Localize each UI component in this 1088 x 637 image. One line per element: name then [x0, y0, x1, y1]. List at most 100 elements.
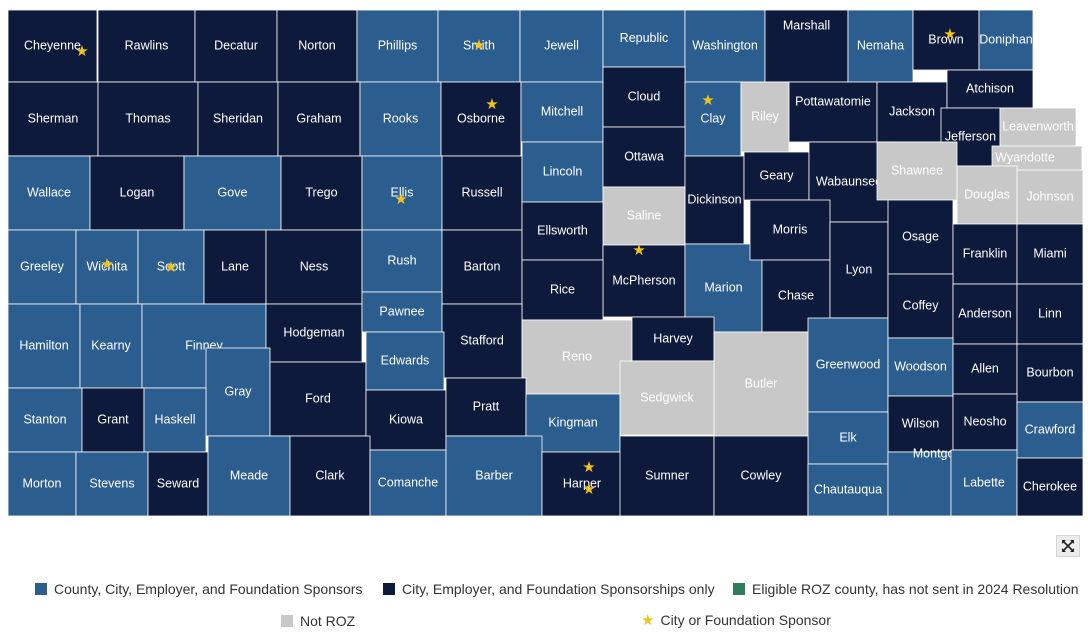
county-hodgeman[interactable]: Hodgeman — [265, 303, 363, 363]
county-shape[interactable] — [89, 155, 185, 231]
county-meade[interactable]: Meade — [207, 435, 291, 517]
county-shape[interactable] — [684, 81, 742, 157]
county-gove[interactable]: Gove — [183, 155, 282, 231]
county-shape[interactable] — [1016, 343, 1084, 403]
county-sumner[interactable]: Sumner — [619, 435, 715, 517]
county-saline[interactable]: Saline — [602, 186, 686, 246]
county-morris[interactable]: Morris — [749, 199, 831, 261]
county-shape[interactable] — [950, 449, 1018, 517]
county-kearny[interactable]: Kearny — [79, 303, 143, 389]
county-shape[interactable] — [602, 244, 686, 318]
county-anderson[interactable]: Anderson — [952, 283, 1018, 345]
county-rush[interactable]: Rush — [361, 229, 443, 293]
county-trego[interactable]: Trego — [280, 155, 363, 231]
county-shape[interactable] — [365, 331, 445, 391]
county-shape[interactable] — [147, 451, 209, 517]
county-russell[interactable]: Russell — [441, 155, 523, 231]
county-osage[interactable]: Osage — [887, 199, 954, 275]
county-shape[interactable] — [713, 331, 809, 437]
county-crawford[interactable]: Crawford — [1016, 401, 1084, 459]
county-comanche[interactable]: Comanche — [369, 449, 447, 517]
county-rawlins[interactable]: Rawlins — [97, 9, 196, 83]
county-wallace[interactable]: Wallace — [7, 155, 91, 231]
county-shape[interactable] — [7, 387, 83, 453]
county-labette[interactable]: Labette — [950, 449, 1018, 517]
county-shape[interactable] — [280, 155, 363, 231]
county-barber[interactable]: Barber — [445, 435, 543, 517]
county-stevens[interactable]: Stevens — [75, 451, 149, 517]
county-shape[interactable] — [194, 9, 278, 83]
county-shape[interactable] — [440, 81, 522, 157]
expand-button[interactable] — [1056, 535, 1080, 557]
county-shape[interactable] — [203, 229, 267, 305]
county-lincoln[interactable]: Lincoln — [521, 141, 604, 203]
county-cheyenne[interactable]: Cheyenne — [7, 9, 98, 83]
county-shape[interactable] — [521, 319, 633, 395]
county-coffey[interactable]: Coffey — [887, 273, 954, 339]
county-shape[interactable] — [205, 347, 271, 437]
county-osborne[interactable]: Osborne — [440, 81, 522, 157]
county-thomas[interactable]: Thomas — [97, 81, 199, 157]
county-shape[interactable] — [519, 9, 604, 83]
county-shape[interactable] — [183, 155, 282, 231]
county-pratt[interactable]: Pratt — [445, 377, 527, 437]
county-shape[interactable] — [361, 229, 443, 293]
county-shape[interactable] — [79, 303, 143, 389]
county-mitchell[interactable]: Mitchell — [520, 81, 604, 143]
county-morton[interactable]: Morton — [7, 451, 77, 517]
county-shape[interactable] — [359, 81, 442, 157]
county-sedgwick[interactable]: Sedgwick — [619, 360, 715, 436]
county-shape[interactable] — [445, 435, 543, 517]
county-johnson[interactable]: Johnson — [1016, 169, 1084, 225]
county-shape[interactable] — [520, 81, 604, 143]
county-shape[interactable] — [207, 435, 291, 517]
county-marshall[interactable]: Marshall — [764, 9, 849, 83]
county-chautauqua[interactable]: Chautauqua — [807, 463, 889, 517]
county-shape[interactable] — [788, 81, 878, 143]
county-wilson[interactable]: Wilson — [887, 395, 954, 453]
county-neosho[interactable]: Neosho — [952, 393, 1018, 451]
county-shape[interactable] — [541, 451, 623, 517]
county-shape[interactable] — [946, 69, 1034, 109]
county-shape[interactable] — [887, 199, 954, 275]
county-shape[interactable] — [1016, 401, 1084, 459]
county-shape[interactable] — [361, 291, 443, 333]
county-wabaunsee[interactable]: Wabaunsee — [808, 141, 890, 223]
county-shape[interactable] — [289, 435, 371, 517]
county-cloud[interactable]: Cloud — [602, 66, 686, 128]
county-riley[interactable]: Riley — [740, 81, 790, 153]
county-hamilton[interactable]: Hamilton — [7, 303, 81, 389]
county-shape[interactable] — [277, 81, 361, 157]
county-shape[interactable] — [369, 449, 447, 517]
county-shape[interactable] — [978, 9, 1034, 71]
county-harper[interactable]: Harper — [541, 451, 623, 517]
county-shape[interactable] — [1016, 223, 1084, 285]
county-brown[interactable]: Brown — [912, 9, 980, 71]
county-edwards[interactable]: Edwards — [365, 331, 445, 391]
county-lane[interactable]: Lane — [203, 229, 267, 305]
county-shape[interactable] — [887, 273, 954, 339]
county-clark[interactable]: Clark — [289, 435, 371, 517]
county-shape[interactable] — [743, 151, 810, 201]
county-shape[interactable] — [276, 9, 358, 83]
county-shape[interactable] — [619, 435, 715, 517]
county-shape[interactable] — [7, 81, 99, 157]
county-leavenworth[interactable]: Leavenworth — [999, 107, 1077, 147]
county-scott[interactable]: Scott — [137, 229, 205, 305]
county-butler[interactable]: Butler — [713, 331, 809, 437]
county-mcpherson[interactable]: McPherson — [602, 244, 686, 318]
county-ellsworth[interactable]: Ellsworth — [521, 201, 604, 261]
county-shape[interactable] — [356, 9, 439, 83]
county-cherokee[interactable]: Cherokee — [1016, 457, 1084, 517]
county-shape[interactable] — [7, 451, 77, 517]
county-woodson[interactable]: Woodson — [887, 337, 954, 397]
county-bourbon[interactable]: Bourbon — [1016, 343, 1084, 403]
county-dickinson[interactable]: Dickinson — [684, 155, 745, 245]
county-shape[interactable] — [365, 389, 447, 451]
county-ottawa[interactable]: Ottawa — [602, 126, 686, 188]
county-kiowa[interactable]: Kiowa — [365, 389, 447, 451]
county-shape[interactable] — [887, 337, 954, 397]
county-shape[interactable] — [684, 155, 745, 245]
county-allen[interactable]: Allen — [952, 343, 1018, 395]
county-franklin[interactable]: Franklin — [952, 223, 1018, 285]
